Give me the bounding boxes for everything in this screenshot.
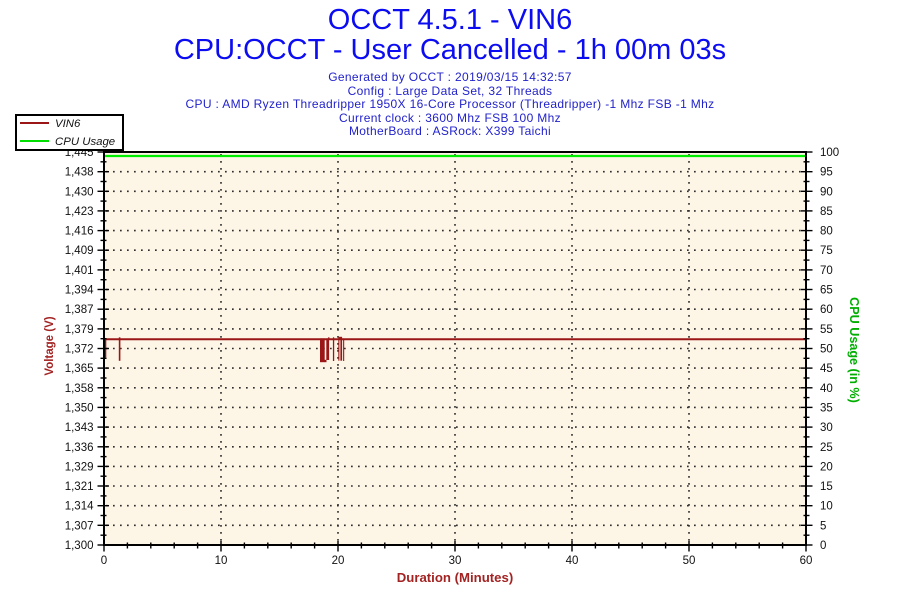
svg-text:0: 0 bbox=[820, 540, 826, 552]
svg-text:Voltage (V): Voltage (V) bbox=[44, 316, 56, 375]
svg-text:50: 50 bbox=[683, 555, 696, 567]
svg-text:1,365: 1,365 bbox=[65, 363, 94, 375]
svg-text:60: 60 bbox=[800, 555, 813, 567]
svg-text:1,307: 1,307 bbox=[65, 520, 94, 532]
svg-text:1,358: 1,358 bbox=[65, 383, 94, 395]
svg-text:10: 10 bbox=[215, 555, 228, 567]
svg-text:70: 70 bbox=[820, 265, 833, 277]
svg-text:1,394: 1,394 bbox=[65, 285, 94, 297]
svg-text:90: 90 bbox=[820, 186, 833, 198]
svg-text:55: 55 bbox=[820, 324, 833, 336]
svg-text:35: 35 bbox=[820, 402, 833, 414]
svg-text:1,300: 1,300 bbox=[65, 540, 94, 552]
svg-text:40: 40 bbox=[820, 383, 833, 395]
svg-text:1,430: 1,430 bbox=[65, 186, 94, 198]
svg-text:15: 15 bbox=[820, 481, 833, 493]
svg-text:20: 20 bbox=[332, 555, 345, 567]
svg-text:1,423: 1,423 bbox=[65, 206, 94, 218]
svg-text:0: 0 bbox=[101, 555, 107, 567]
svg-text:25: 25 bbox=[820, 442, 833, 454]
svg-text:45: 45 bbox=[820, 363, 833, 375]
svg-text:1,387: 1,387 bbox=[65, 304, 94, 316]
svg-text:30: 30 bbox=[820, 422, 833, 434]
svg-text:10: 10 bbox=[820, 501, 833, 513]
svg-text:1,438: 1,438 bbox=[65, 167, 94, 179]
svg-text:1,416: 1,416 bbox=[65, 226, 94, 238]
svg-text:CPU Usage (in %): CPU Usage (in %) bbox=[847, 297, 861, 403]
svg-text:100: 100 bbox=[820, 147, 839, 159]
svg-text:1,401: 1,401 bbox=[65, 265, 94, 277]
svg-text:5: 5 bbox=[820, 520, 826, 532]
svg-text:1,314: 1,314 bbox=[65, 501, 94, 513]
svg-text:65: 65 bbox=[820, 285, 833, 297]
svg-text:95: 95 bbox=[820, 167, 833, 179]
svg-text:1,372: 1,372 bbox=[65, 344, 94, 356]
svg-text:30: 30 bbox=[449, 555, 462, 567]
svg-text:1,350: 1,350 bbox=[65, 402, 94, 414]
svg-text:1,336: 1,336 bbox=[65, 442, 94, 454]
svg-text:Duration (Minutes): Duration (Minutes) bbox=[397, 570, 513, 585]
svg-text:60: 60 bbox=[820, 304, 833, 316]
svg-text:1,409: 1,409 bbox=[65, 245, 94, 257]
svg-text:80: 80 bbox=[820, 226, 833, 238]
svg-text:1,379: 1,379 bbox=[65, 324, 94, 336]
svg-text:20: 20 bbox=[820, 461, 833, 473]
svg-text:50: 50 bbox=[820, 344, 833, 356]
svg-text:1,343: 1,343 bbox=[65, 422, 94, 434]
svg-text:85: 85 bbox=[820, 206, 833, 218]
svg-text:1,329: 1,329 bbox=[65, 461, 94, 473]
svg-text:75: 75 bbox=[820, 245, 833, 257]
svg-text:1,321: 1,321 bbox=[65, 481, 94, 493]
svg-text:40: 40 bbox=[566, 555, 579, 567]
